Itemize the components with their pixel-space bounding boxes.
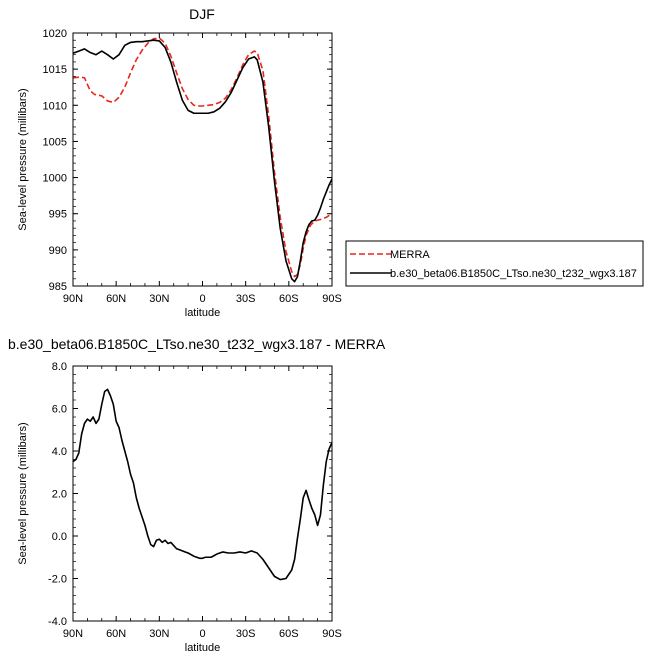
x-tick-label: 30S: [236, 628, 256, 640]
y-tick-label: 990: [49, 245, 67, 257]
x-tick-label: 90S: [322, 293, 342, 305]
plot-frame: [72, 365, 333, 622]
x-tick-label: 60S: [279, 293, 299, 305]
legend-label: MERRA: [390, 249, 430, 261]
y-tick-label: 1020: [43, 28, 67, 40]
y-axis-label: Sea-level pressure (millibars): [17, 422, 29, 564]
x-tick-label: 90S: [322, 628, 342, 640]
y-tick-label: 0.0: [52, 531, 67, 543]
x-tick-label: 30N: [149, 293, 169, 305]
y-axis-label: Sea-level pressure (millibars): [17, 88, 29, 230]
chart-title: b.e30_beta06.B1850C_LTso.ne30_t232_wgx3.…: [8, 336, 386, 352]
x-tick-label: 30N: [149, 628, 169, 640]
top-panel: DJF 90N 60N 30N 0 30S 60S 90S 985 990 995 1000 1005 1…: [17, 6, 342, 319]
y-tick-label: 4.0: [52, 446, 67, 458]
x-tick-label: 30S: [236, 293, 256, 305]
y-tick-label: 1005: [43, 136, 67, 148]
y-tick-label: 8.0: [52, 361, 67, 373]
y-tick-label: 1000: [43, 173, 67, 185]
x-tick-label: 60N: [106, 293, 126, 305]
y-tick-label: 6.0: [52, 404, 67, 416]
legend-label: b.e30_beta06.B1850C_LTso.ne30_t232_wgx3.…: [390, 268, 637, 280]
x-axis-label: latitude: [185, 307, 220, 319]
legend: MERRA b.e30_beta06.B1850C_LTso.ne30_t232_…: [345, 240, 644, 287]
y-tick-label: 995: [49, 209, 67, 221]
x-tick-label: 60S: [279, 628, 299, 640]
plot-frame: [72, 32, 333, 287]
bottom-panel: b.e30_beta06.B1850C_LTso.ne30_t232_wgx3.…: [8, 336, 386, 654]
y-tick-label: 2.0: [52, 489, 67, 501]
x-tick-label: 90N: [63, 628, 83, 640]
x-tick-label: 90N: [63, 293, 83, 305]
series-line-model: [73, 39, 332, 283]
y-tick-label: 985: [49, 281, 67, 293]
x-tick-label: 60N: [106, 628, 126, 640]
y-tick-label: 1010: [43, 100, 67, 112]
legend-box: [345, 240, 644, 287]
series-line-difference: [73, 388, 332, 581]
x-tick-label: 0: [199, 628, 205, 640]
y-tick-label: -4.0: [48, 616, 67, 628]
x-axis-label: latitude: [185, 642, 220, 654]
y-tick-label: 1015: [43, 64, 67, 76]
y-tick-label: -2.0: [48, 574, 67, 586]
series-line-merra: [73, 37, 332, 278]
x-tick-label: 0: [199, 293, 205, 305]
chart-title: DJF: [189, 6, 215, 22]
